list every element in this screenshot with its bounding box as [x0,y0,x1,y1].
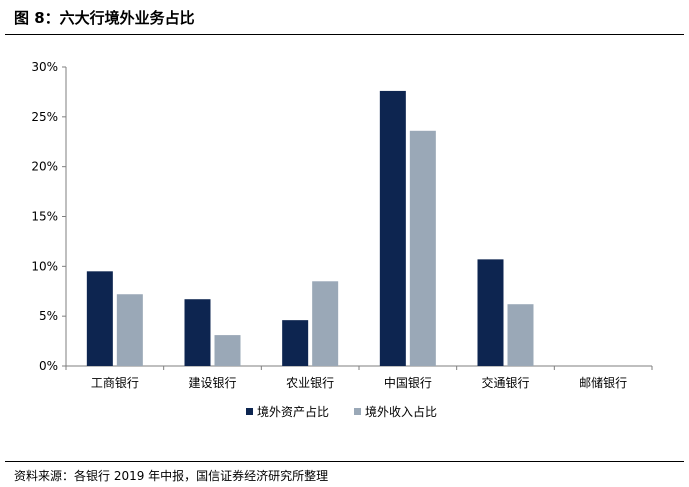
bar-overseas-revenue [214,335,241,366]
y-tick-label: 5% [39,309,58,323]
bar-overseas-assets [184,299,211,366]
bar-overseas-revenue [409,130,436,366]
legend-overseas-assets-swatch [246,408,253,415]
bar-overseas-revenue [116,294,143,366]
y-tick-label: 30% [31,60,58,74]
x-category-label: 中国银行 [384,375,432,390]
y-tick-label: 0% [39,359,58,373]
bottom-rule [5,461,684,462]
bar-overseas-assets [477,259,504,366]
bar-overseas-revenue [507,304,534,366]
legend-overseas-revenue-swatch [354,408,361,415]
x-category-label: 农业银行 [286,376,334,390]
bar-overseas-assets [86,271,113,366]
bar-overseas-assets [282,320,309,366]
source-note: 资料来源：各银行 2019 年中报，国信证券经济研究所整理 [14,469,329,483]
x-category-label: 工商银行 [91,375,139,390]
legend-overseas-revenue-label: 境外收入占比 [365,404,437,419]
bar-chart: 0% 5% 10% 15% 20% 25% 30% 工商银行 建设银行 农业银行 中国银行 交通银行 邮… [31,60,653,419]
bar-overseas-assets [379,90,406,367]
x-category-label: 交通银行 [481,375,529,390]
bar-overseas-revenue [312,281,339,366]
x-category-label: 邮储银行 [579,375,627,390]
legend-overseas-assets-label: 境外资产占比 [257,404,329,419]
y-tick-label: 25% [31,110,58,124]
x-category-label: 建设银行 [188,376,236,390]
y-tick-label: 15% [31,210,58,224]
y-tick-label: 10% [31,259,58,273]
y-tick-label: 20% [31,160,58,174]
top-rule [5,34,684,35]
figure-title: 图 8：六大行境外业务占比 [14,9,195,27]
